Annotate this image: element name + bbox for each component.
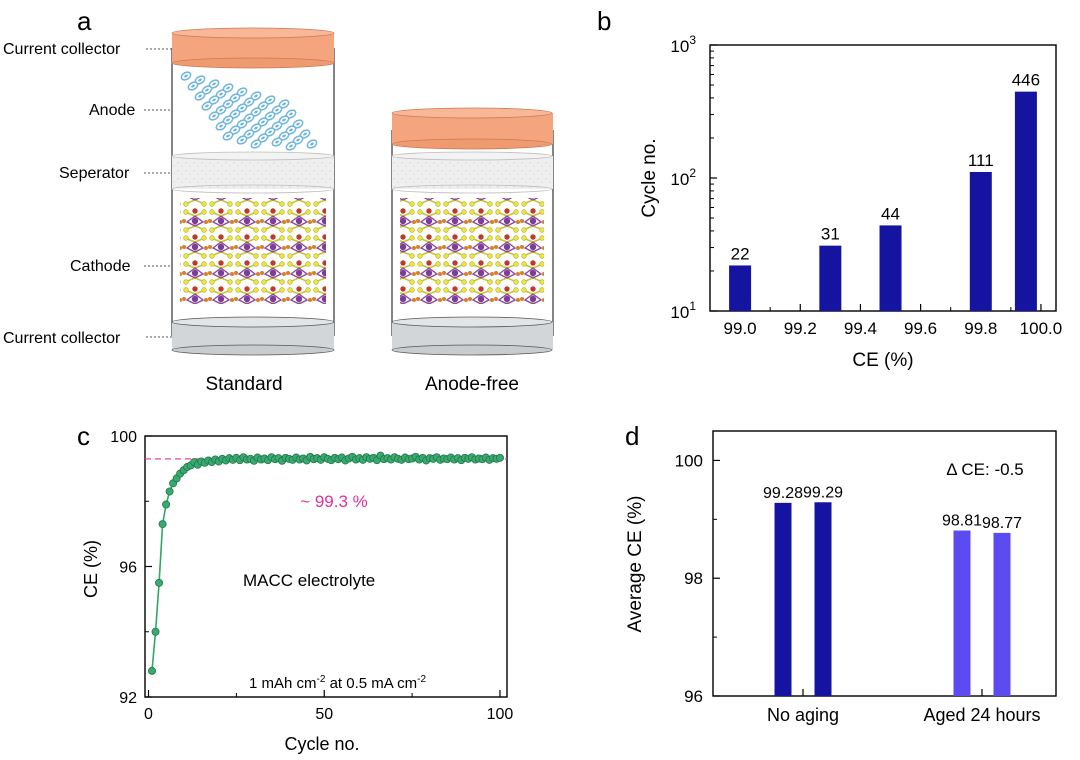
condition-part-b: at 0.5 mA cm xyxy=(325,675,417,692)
panel-c: c 0 50 100 92 96 100 ~ 99.3 % MACC electrolyt… xyxy=(77,421,513,754)
bar xyxy=(993,532,1011,696)
bar-value-label: 446 xyxy=(1012,71,1040,90)
category-label: No aging xyxy=(767,705,839,725)
y-tick-label: 103 xyxy=(670,33,696,56)
category-label: Aged 24 hours xyxy=(923,705,1040,725)
bar-value-label: 31 xyxy=(821,225,840,244)
chart-d-ticks: 96 98 100 No aging Aged 24 hours xyxy=(675,451,1041,725)
bar-value-label: 98.81 xyxy=(942,513,982,530)
anode-free-separator xyxy=(391,151,553,194)
x-tick-label: 99.0 xyxy=(724,319,757,338)
chart-c-xlabel: Cycle no. xyxy=(284,734,359,754)
condition-part-a: 1 mAh cm xyxy=(249,675,317,692)
anode-particles xyxy=(179,69,319,153)
panel-a: a xyxy=(3,6,554,395)
chart-d-frame xyxy=(712,430,1057,697)
y-tick-label: 96 xyxy=(119,560,137,577)
standard-top-collector xyxy=(171,27,335,69)
chart-c-frame xyxy=(144,435,508,698)
label-current-collector-top: Current collector xyxy=(3,41,121,58)
data-point xyxy=(495,453,504,462)
data-point xyxy=(158,520,167,529)
chart-b-ylabel: Cycle no. xyxy=(639,138,660,217)
label-separator: Seperator xyxy=(59,165,130,182)
anode-particle xyxy=(305,137,319,151)
bar-value-label: 99.28 xyxy=(763,485,803,502)
condition-sup-a: -2 xyxy=(317,674,326,685)
y-tick-label: 101 xyxy=(670,299,696,322)
ce-value-annotation: ~ 99.3 % xyxy=(300,492,368,511)
x-tick-label: 99.4 xyxy=(844,319,877,338)
bar xyxy=(1014,91,1037,312)
chart-c-ylabel: CE (%) xyxy=(81,540,101,598)
x-tick-label: 100.0 xyxy=(1020,319,1063,338)
chart-b-xlabel: CE (%) xyxy=(852,350,913,371)
chart-b-ticks: 99.0 99.2 99.4 99.6 99.8 100.0 101 102 103 xyxy=(670,33,1062,338)
x-tick-label: 50 xyxy=(315,706,333,723)
y-tick-label: 100 xyxy=(110,429,137,446)
anode-free-top-collector xyxy=(391,107,553,150)
label-cathode: Cathode xyxy=(70,258,131,275)
bar xyxy=(969,171,992,311)
standard-cathode xyxy=(180,198,326,304)
x-tick-label: 99.8 xyxy=(964,319,997,338)
anode-free-cell xyxy=(391,107,554,356)
bar xyxy=(774,502,792,696)
chart-c-ticks: 0 50 100 92 96 100 xyxy=(110,429,513,723)
anode-particle xyxy=(179,69,193,83)
data-point xyxy=(148,666,157,675)
chart-d-ylabel: Average CE (%) xyxy=(625,496,646,633)
delta-ce-annotation: Δ CE: -0.5 xyxy=(946,460,1024,479)
bar xyxy=(819,245,842,311)
anode-free-bottom-collector xyxy=(391,316,553,356)
x-tick-label: 99.6 xyxy=(904,319,937,338)
bar-value-label: 99.29 xyxy=(803,484,843,501)
panel-a-letter: a xyxy=(77,6,92,36)
data-point xyxy=(155,578,164,587)
x-tick-label: 0 xyxy=(144,706,153,723)
y-tick-label: 102 xyxy=(670,166,696,189)
condition-sup-b: -2 xyxy=(417,674,426,685)
ce-series-line xyxy=(151,454,501,671)
bar xyxy=(814,502,832,696)
x-tick-label: 99.2 xyxy=(784,319,817,338)
data-point xyxy=(162,500,171,509)
standard-separator xyxy=(171,151,335,194)
bar-value-label: 98.77 xyxy=(982,515,1022,532)
bar xyxy=(953,530,971,696)
label-current-collector-bottom: Current collector xyxy=(3,330,121,347)
chart-d-bars: 99.28 99.29 98.81 98.77 xyxy=(763,484,1022,696)
panel-b-letter: b xyxy=(597,6,611,36)
data-point xyxy=(165,487,174,496)
bar-value-label: 44 xyxy=(881,204,900,223)
label-anode: Anode xyxy=(89,102,135,119)
y-tick-label: 98 xyxy=(684,569,703,588)
condition-annotation: 1 mAh cm-2 at 0.5 mA cm-2 xyxy=(249,674,426,692)
anode-free-cathode xyxy=(400,198,544,304)
bar-value-label: 22 xyxy=(731,244,750,263)
panel-b: b 99.0 99.2 99.4 99.6 99.8 100.0 101 102 103 22 3… xyxy=(597,6,1062,371)
panel-c-letter: c xyxy=(77,421,90,451)
chart-b-bars: 22 31 44 111 446 xyxy=(729,71,1040,312)
layer-labels: Current collector Anode Seperator Cathod… xyxy=(3,41,172,347)
y-tick-label: 92 xyxy=(119,690,137,707)
y-tick-label: 100 xyxy=(675,451,703,470)
bar xyxy=(729,265,752,311)
panel-d-letter: d xyxy=(625,421,639,451)
bar-value-label: 111 xyxy=(968,151,994,170)
electrolyte-annotation: MACC electrolyte xyxy=(243,571,375,590)
y-tick-label: 96 xyxy=(684,687,703,706)
cell-label-standard: Standard xyxy=(205,374,282,395)
bar xyxy=(879,225,902,311)
data-point xyxy=(151,627,160,636)
standard-bottom-collector xyxy=(171,316,335,356)
x-tick-label: 100 xyxy=(487,706,514,723)
cell-label-anode-free: Anode-free xyxy=(425,374,519,395)
standard-cell xyxy=(171,27,335,356)
ce-series-points xyxy=(148,451,504,675)
panel-d: d 96 98 100 No aging Aged 24 hours 99.28 99.2… xyxy=(625,421,1057,725)
